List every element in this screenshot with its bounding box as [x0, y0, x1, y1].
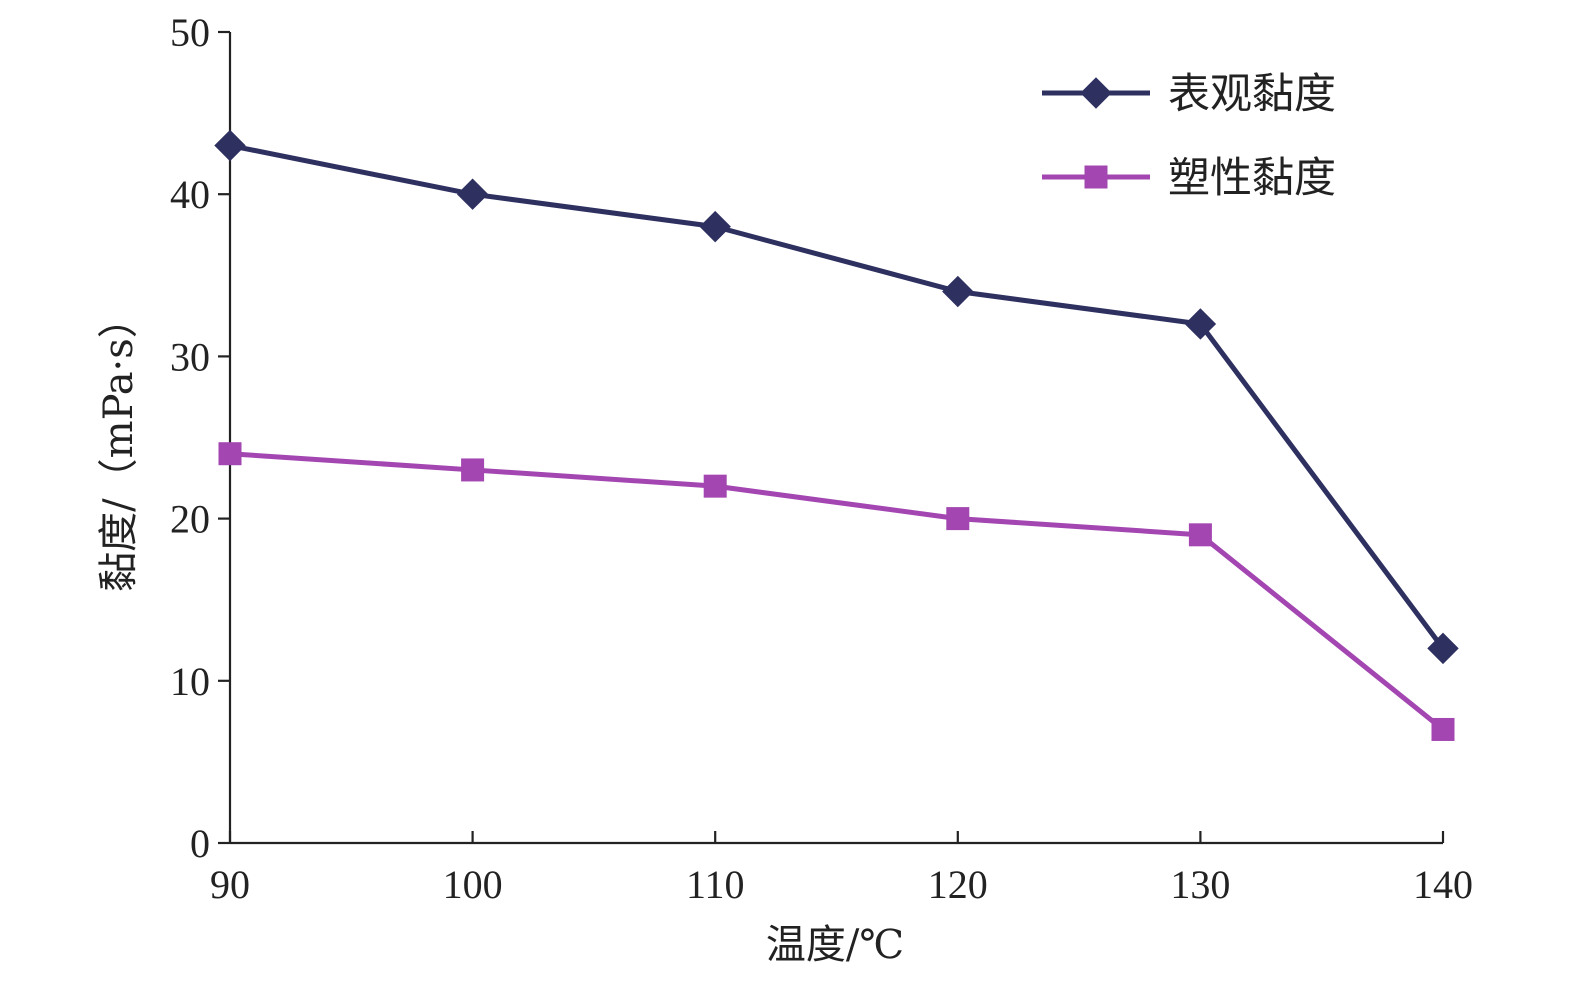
legend-label-2: 塑性黏度 — [1168, 153, 1336, 202]
x-tick-label: 130 — [1170, 862, 1230, 907]
series-1-point — [942, 275, 974, 308]
series-1-point — [456, 178, 489, 210]
legend-marker-2 — [1084, 165, 1108, 189]
series-2-point — [218, 442, 242, 466]
series-1 — [214, 129, 1459, 665]
series-2-point — [1431, 717, 1455, 741]
y-tick-label: 40 — [170, 172, 210, 217]
series-1-point — [1184, 308, 1217, 340]
y-tick-label: 30 — [170, 334, 210, 379]
x-tick-label: 100 — [443, 862, 503, 907]
legend-item-2: 塑性黏度 — [1042, 153, 1336, 202]
x-tick-label: 120 — [928, 862, 988, 907]
y-tick-label: 0 — [190, 821, 210, 866]
series-1-point — [1427, 632, 1459, 665]
series-1-point — [699, 210, 731, 243]
y-tick-label: 20 — [170, 497, 210, 542]
x-tick-label: 140 — [1413, 862, 1473, 907]
x-axis-title: 温度/℃ — [766, 922, 904, 968]
series-2-point — [946, 507, 970, 531]
y-axis-title: 黏度/（mPa·s） — [96, 298, 142, 592]
legend-item-1: 表观黏度 — [1042, 69, 1336, 118]
series-2 — [218, 442, 1455, 741]
y-tick-label: 10 — [170, 659, 210, 704]
series-2-point — [1188, 523, 1212, 547]
series-1-point — [214, 129, 246, 162]
x-tick-label: 90 — [210, 862, 250, 907]
series-layer — [214, 129, 1459, 741]
series-2-point — [461, 458, 485, 482]
axes — [228, 32, 1443, 845]
legend-marker-1 — [1080, 77, 1112, 109]
series-1-line — [227, 143, 1446, 651]
series-2-line — [227, 451, 1446, 732]
ticks: 0 10 20 30 40 50 90 100 110 120 130 140 — [170, 10, 1473, 907]
y-tick-label: 50 — [170, 10, 210, 55]
x-tick-label: 110 — [686, 862, 745, 907]
legend-label-1: 表观黏度 — [1168, 69, 1336, 118]
series-2-point — [703, 474, 727, 498]
